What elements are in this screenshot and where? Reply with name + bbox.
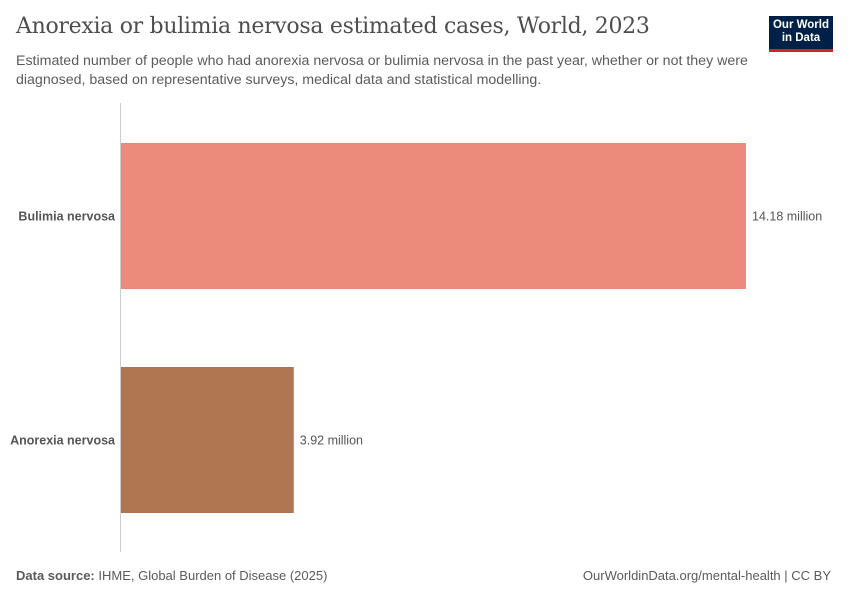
owid-logo[interactable]: Our World in Data (769, 16, 833, 52)
data-source: Data source: IHME, Global Burden of Dise… (16, 568, 327, 583)
source-label: Data source: (16, 568, 95, 583)
value-label: 3.92 million (300, 434, 363, 448)
chart-subtitle: Estimated number of people who had anore… (16, 53, 748, 88)
chart-title: Anorexia or bulimia nervosa estimated ca… (16, 14, 650, 39)
category-label: Anorexia nervosa (10, 434, 116, 448)
value-label: 14.18 million (752, 210, 822, 224)
source-url[interactable]: OurWorldinData.org/mental-health | CC BY (582, 568, 831, 583)
source-value: IHME, Global Burden of Disease (2025) (98, 568, 328, 583)
category-label: Bulimia nervosa (18, 210, 116, 224)
bar-bulimia-nervosa[interactable] (121, 143, 746, 289)
bar-anorexia-nervosa[interactable] (121, 367, 294, 513)
